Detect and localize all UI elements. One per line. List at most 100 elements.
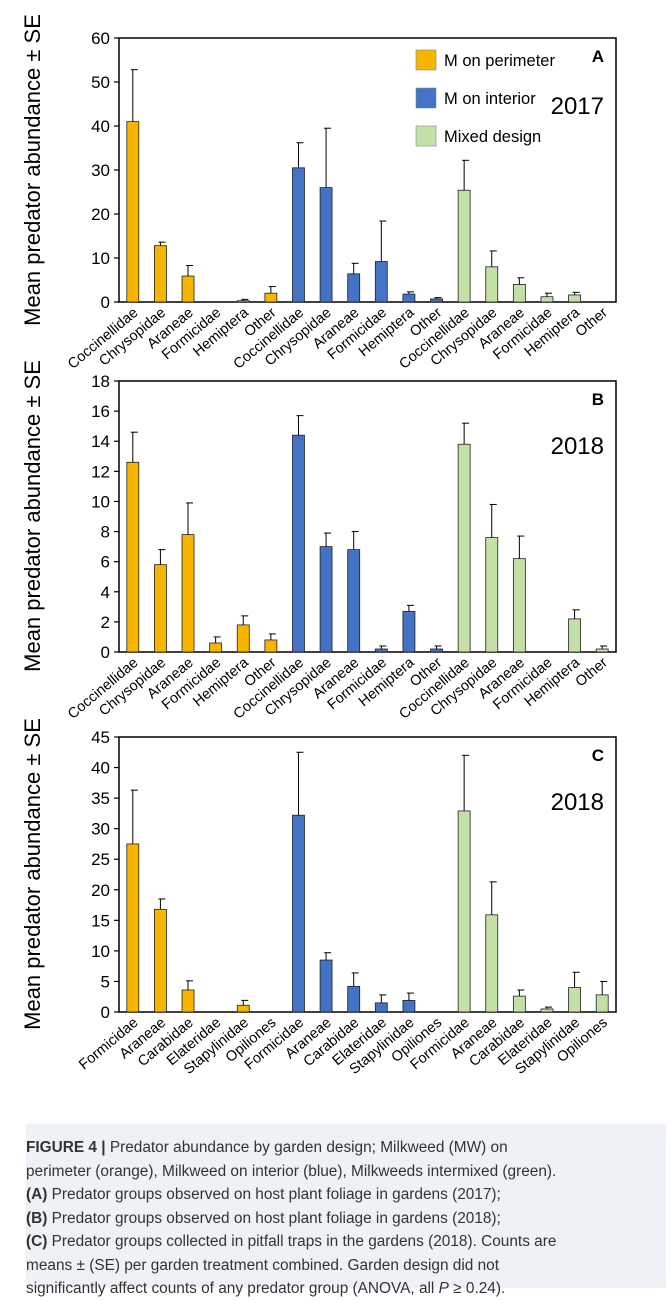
bar [512, 995, 526, 1013]
bar [485, 914, 499, 1013]
y-tick-label: 40 [91, 759, 110, 778]
bar [430, 298, 443, 303]
bar [347, 273, 361, 303]
bar [512, 558, 526, 653]
y-tick-label: 10 [91, 942, 110, 961]
bar [457, 810, 471, 1013]
y-tick-label: 30 [91, 820, 110, 839]
bar [540, 296, 554, 303]
bar [374, 1002, 388, 1013]
caption-text-2: perimeter (orange), Milkweed on interior… [26, 1162, 557, 1180]
caption-c-text: Predator groups collected in pitfall tra… [47, 1233, 557, 1250]
bar [292, 167, 305, 303]
bar [347, 985, 361, 1013]
y-tick-label: 10 [91, 249, 110, 268]
bar [319, 546, 333, 653]
bar [236, 1004, 250, 1013]
y-axis-label: Mean predator abundance ± SE [20, 14, 45, 326]
y-tick-label: 6 [101, 553, 110, 572]
bar [236, 624, 250, 653]
panel-year: 2018 [551, 789, 604, 816]
bar [402, 999, 416, 1013]
bar [374, 648, 388, 653]
y-tick-label: 0 [101, 293, 110, 312]
y-tick-label: 8 [101, 523, 110, 542]
bar [540, 1008, 554, 1013]
y-tick-label: 30 [91, 161, 110, 180]
bar [402, 293, 416, 303]
caption-a-label: (A) [26, 1186, 48, 1203]
bar [595, 994, 609, 1013]
y-tick-label: 40 [91, 117, 110, 136]
figure-caption: FIGURE 4 | Predator abundance by garden … [26, 1124, 666, 1297]
y-tick-label: 10 [91, 492, 110, 511]
legend-swatch [415, 49, 437, 71]
bar [236, 300, 250, 303]
bar [568, 987, 581, 1013]
y-tick-label: 2 [101, 613, 110, 632]
bar [568, 618, 581, 653]
panel-year: 2017 [551, 93, 604, 120]
y-tick-label: 25 [91, 850, 110, 869]
panel-letter: C [592, 746, 604, 765]
bar [319, 187, 333, 303]
legend-swatch [415, 125, 437, 147]
plot-frame [118, 736, 617, 1013]
caption-c-label: (C) [26, 1233, 48, 1250]
y-tick-label: 0 [101, 1003, 110, 1022]
legend-swatch [415, 87, 437, 109]
y-tick-label: 50 [91, 73, 110, 92]
caption-a-text: Predator groups observed on host plant f… [47, 1186, 501, 1203]
y-tick-label: 5 [101, 972, 110, 991]
legend-label: Mixed design [444, 128, 541, 146]
panel-letter: B [592, 390, 604, 409]
bar [347, 549, 361, 653]
y-axis-label: Mean predator abundance ± SE [20, 360, 45, 672]
x-tick-label: Other [573, 305, 611, 341]
bar [154, 564, 167, 653]
y-tick-label: 45 [91, 728, 110, 747]
caption-b-label: (B) [26, 1209, 48, 1227]
bar [457, 189, 471, 303]
bar [181, 275, 195, 303]
y-tick-label: 16 [91, 402, 110, 421]
caption-text-4-end: ≥ 0.24). [448, 1280, 506, 1297]
bar [595, 648, 609, 653]
bar [181, 534, 195, 653]
bar [264, 639, 278, 653]
y-tick-label: 20 [91, 205, 110, 224]
plot-frame [118, 37, 617, 303]
caption-text-3: means ± (SE) per garden treatment combin… [26, 1256, 499, 1274]
y-tick-label: 18 [91, 372, 110, 391]
bar [292, 434, 305, 653]
bar [402, 610, 416, 653]
bar [512, 283, 526, 303]
bar [374, 261, 388, 303]
plot-frame [118, 380, 617, 653]
bar [430, 648, 443, 653]
bar [154, 245, 167, 303]
bar [264, 292, 278, 303]
bar [126, 461, 140, 653]
y-tick-label: 35 [91, 789, 110, 808]
bar [154, 908, 167, 1013]
legend-label: M on perimeter [444, 52, 555, 70]
caption-b-text: Predator groups observed on host plant f… [47, 1209, 501, 1227]
caption-text-1: Predator abundance by garden design; Mil… [105, 1139, 508, 1156]
bar [485, 537, 499, 653]
bar [209, 642, 223, 653]
bar [292, 814, 305, 1013]
x-tick-label: Other [573, 655, 611, 691]
bar [319, 959, 333, 1013]
panel-year: 2018 [551, 433, 604, 460]
y-tick-label: 12 [91, 462, 110, 481]
caption-figure-label: FIGURE 4 | [26, 1139, 106, 1156]
panel-letter: A [592, 47, 604, 66]
bar [126, 843, 140, 1013]
y-tick-label: 14 [91, 432, 110, 451]
caption-p-symbol: P [438, 1280, 449, 1297]
legend-label: M on interior [444, 90, 536, 108]
y-tick-label: 20 [91, 881, 110, 900]
bar [568, 294, 581, 303]
